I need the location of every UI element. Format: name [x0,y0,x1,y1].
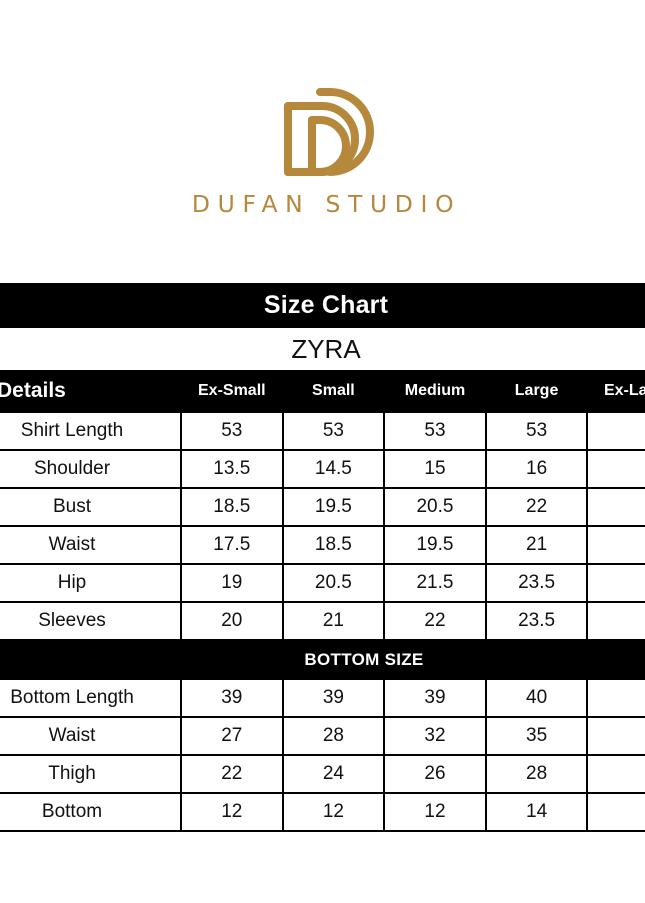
column-header-small: Small [282,370,385,412]
cell-large: 28 [484,754,589,794]
row-label: Bottom Length [0,678,182,718]
table-row: Waist 17.5 18.5 19.5 21 [0,525,645,565]
cell-large: 23.5 [484,601,589,641]
cell-ex-small: 17.5 [180,525,284,565]
table-row: Waist 27 28 32 35 [0,716,645,756]
cell-ex-small: 19 [180,563,284,603]
cell-ex-small: 20 [180,601,284,641]
row-label: Hip [0,563,182,603]
cell-small: 14.5 [281,449,386,489]
cell-small: 39 [281,678,386,718]
table-row: Sleeves 20 21 22 23.5 [0,601,645,641]
product-name: ZYRA [0,328,645,370]
cell-large: 53 [484,411,589,451]
cell-ex-large [586,754,645,794]
cell-ex-large [586,525,645,565]
cell-medium: 22 [383,601,487,641]
cell-ex-small: 39 [180,678,284,718]
cell-medium: 15 [383,449,487,489]
table-row: Thigh 22 24 26 28 [0,754,645,794]
section-header-label: BOTTOM SIZE [0,640,645,679]
row-label: Shoulder [0,449,182,489]
table-row: Bottom 12 12 12 14 [0,792,645,832]
row-label: Shirt Length [0,411,182,451]
cell-large: 40 [484,678,589,718]
cell-ex-small: 18.5 [180,487,284,527]
cell-small: 28 [281,716,386,756]
table-row: Shoulder 13.5 14.5 15 16 [0,449,645,489]
cell-ex-large [586,411,645,451]
cell-ex-large [586,792,645,832]
cell-small: 21 [281,601,386,641]
cell-large: 14 [484,792,589,832]
cell-ex-small: 12 [180,792,284,832]
cell-ex-large [586,563,645,603]
cell-large: 21 [484,525,589,565]
cell-medium: 39 [383,678,487,718]
cell-medium: 12 [383,792,487,832]
cell-ex-large [586,487,645,527]
cell-small: 53 [281,411,386,451]
column-header-details: Details [0,370,181,412]
row-label: Waist [0,716,182,756]
cell-ex-small: 22 [180,754,284,794]
cell-ex-large [586,716,645,756]
cell-medium: 19.5 [383,525,487,565]
cell-large: 22 [484,487,589,527]
row-label: Thigh [0,754,182,794]
cell-small: 20.5 [281,563,386,603]
table-row: Bust 18.5 19.5 20.5 22 [0,487,645,527]
table-row: Bottom Length 39 39 39 40 [0,678,645,718]
row-label: Bottom [0,792,182,832]
cell-ex-large [586,601,645,641]
table-row: Shirt Length 53 53 53 53 [0,411,645,451]
cell-small: 18.5 [281,525,386,565]
cell-large: 16 [484,449,589,489]
row-label: Waist [0,525,182,565]
brand-header: DUFAN STUDIO [0,0,645,218]
cell-large: 23.5 [484,563,589,603]
column-header-ex-large: Ex-Large [587,370,645,412]
cell-small: 24 [281,754,386,794]
row-label: Bust [0,487,182,527]
chart-title-row: Size Chart [0,283,645,328]
cell-medium: 53 [383,411,487,451]
cell-small: 12 [281,792,386,832]
brand-name: DUFAN STUDIO [191,192,461,218]
size-chart-table: Size Chart ZYRA Details Ex-Small Small Medium… [0,283,645,832]
cell-medium: 20.5 [383,487,487,527]
cell-ex-small: 13.5 [180,449,284,489]
chart-title: Size Chart [0,283,645,328]
cell-small: 19.5 [281,487,386,527]
cell-medium: 21.5 [383,563,487,603]
size-chart-table-wrap: Size Chart ZYRA Details Ex-Small Small Medium… [0,283,645,832]
section-header-row: BOTTOM SIZE [0,640,645,679]
cell-ex-small: 53 [180,411,284,451]
cell-ex-large [586,678,645,718]
column-header-ex-small: Ex-Small [181,370,283,412]
cell-ex-large [586,449,645,489]
table-row: Hip 19 20.5 21.5 23.5 [0,563,645,603]
product-name-row: ZYRA [0,328,645,370]
column-header-large: Large [485,370,588,412]
cell-ex-small: 27 [180,716,284,756]
row-label: Sleeves [0,601,182,641]
cell-large: 35 [484,716,589,756]
cell-medium: 32 [383,716,487,756]
column-header-medium: Medium [384,370,486,412]
cell-medium: 26 [383,754,487,794]
dufan-d-monogram-icon [283,88,374,176]
